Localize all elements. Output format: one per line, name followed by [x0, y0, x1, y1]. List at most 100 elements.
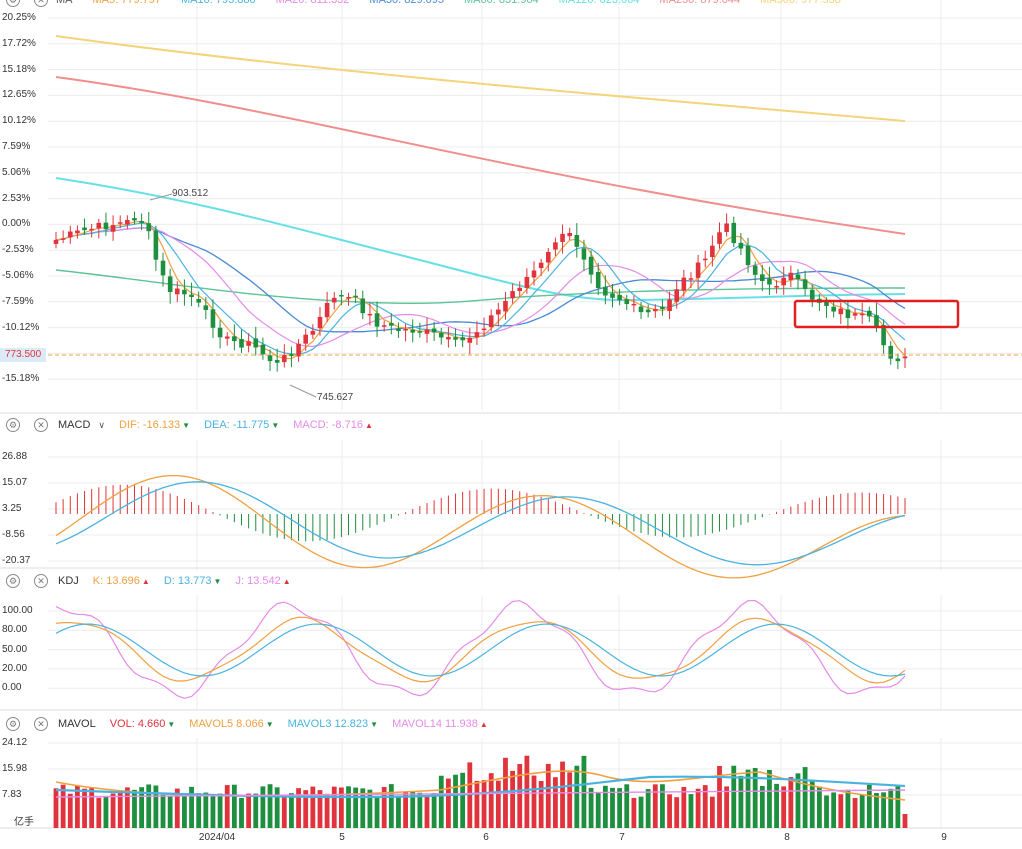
j-value: 13.542 — [247, 575, 281, 587]
volume-bar — [824, 795, 829, 828]
candle-body — [488, 315, 494, 328]
dif-line — [55, 474, 906, 579]
settings-icon[interactable]: ⚙ — [6, 418, 20, 432]
up-arrow-icon: ▲ — [479, 720, 488, 729]
candle-body — [196, 299, 201, 303]
ma-legend-item: MA10: 795.880 — [181, 0, 256, 6]
kdj-header: ⚙ ✕ KDJ K: 13.696 ▲ D: 13.773 ▼ J: 13.542 ▲ — [0, 572, 291, 590]
volume-bar — [103, 796, 109, 828]
candle-body — [339, 295, 344, 297]
candle-body — [89, 228, 94, 231]
candle-body — [717, 232, 722, 244]
volume-bar — [610, 787, 615, 828]
volume-bar — [331, 786, 337, 828]
volume-bar — [267, 784, 273, 828]
indicator-name: KDJ — [58, 575, 79, 587]
candle-body — [189, 294, 194, 298]
period-high-label: 903.512 — [172, 188, 209, 199]
y-tick-label: 7.83 — [2, 789, 22, 800]
volume-bar — [667, 794, 672, 828]
volume-bar — [53, 788, 59, 828]
volume-bar — [182, 793, 187, 828]
candle-body — [374, 313, 380, 327]
candle-body — [660, 306, 665, 310]
candle-body — [595, 271, 601, 289]
candle-body — [674, 289, 679, 302]
candle-body — [125, 219, 130, 225]
close-icon[interactable]: ✕ — [34, 717, 48, 731]
ma250-line — [55, 76, 906, 235]
volume-bar — [310, 786, 316, 828]
close-icon[interactable]: ✕ — [34, 574, 48, 588]
volume-bar — [902, 814, 908, 828]
candle-body — [588, 256, 594, 275]
candle-body — [874, 315, 879, 328]
candle-body — [417, 331, 423, 333]
candle-body — [389, 323, 394, 326]
y-tick-label: -20.37 — [2, 555, 31, 566]
volume-bar — [139, 787, 145, 828]
volume-bar — [338, 787, 344, 828]
candle-body — [203, 305, 209, 310]
volume-bar — [210, 794, 216, 828]
settings-icon[interactable]: ⚙ — [6, 574, 20, 588]
candle-body — [845, 309, 851, 319]
ma-legend-item: MA120: 823.064 — [558, 0, 640, 6]
annotation-line — [149, 193, 173, 201]
down-arrow-icon: ▼ — [271, 421, 280, 430]
candle-body — [510, 291, 515, 299]
close-icon[interactable]: ✕ — [34, 0, 48, 7]
candle-body — [317, 316, 323, 329]
candle-body — [688, 278, 694, 280]
volume-bar — [602, 785, 608, 828]
candle-body — [681, 277, 687, 291]
candle-body — [110, 225, 116, 232]
candle-body — [467, 337, 473, 343]
y-tick-label: 2.53% — [2, 192, 31, 204]
volume-bar — [852, 797, 858, 828]
candle-body — [246, 341, 251, 346]
volume-bar — [809, 781, 815, 828]
candle-body — [560, 233, 565, 242]
down-arrow-icon: ▼ — [167, 720, 176, 729]
volume-bar — [146, 784, 152, 828]
volume-bar — [253, 793, 259, 828]
ma-legend-item: MA500: 977.538 — [760, 0, 841, 6]
candle-body — [767, 278, 772, 285]
volume-bar — [888, 788, 894, 828]
volume-bar — [403, 791, 408, 828]
y-tick-label: 20.25% — [2, 12, 36, 23]
candle-body — [410, 329, 416, 333]
volume-bar — [831, 792, 837, 828]
volume-bar — [510, 770, 516, 828]
volume-bar — [110, 793, 116, 828]
candle-body — [346, 297, 351, 299]
volume-bar — [874, 793, 879, 828]
volume-bar — [189, 786, 194, 828]
volume-bar — [859, 794, 865, 828]
candle-body — [139, 221, 144, 223]
settings-icon[interactable]: ⚙ — [6, 0, 20, 7]
volume-bar — [396, 796, 401, 828]
volume-bar — [866, 784, 872, 828]
chevron-down-icon[interactable]: ∨ — [98, 419, 105, 430]
candle-body — [859, 313, 865, 316]
candle-body — [289, 353, 294, 357]
volume-bar — [638, 796, 644, 828]
close-icon[interactable]: ✕ — [34, 418, 48, 432]
candle-body — [403, 329, 408, 331]
candle-body — [695, 262, 701, 278]
candle-body — [310, 330, 316, 335]
candle-body — [781, 277, 787, 286]
y-tick-label: 0.00 — [2, 682, 22, 694]
volume-bar — [553, 777, 558, 828]
up-arrow-icon: ▲ — [282, 577, 291, 586]
settings-icon[interactable]: ⚙ — [6, 717, 20, 731]
volume-bar — [246, 793, 252, 828]
candle-body — [831, 306, 836, 312]
volume-bar — [745, 769, 751, 828]
volume-bar — [674, 797, 680, 828]
volume-bar — [495, 780, 501, 828]
ma-legend-item: MA20: 811.332 — [275, 0, 350, 6]
